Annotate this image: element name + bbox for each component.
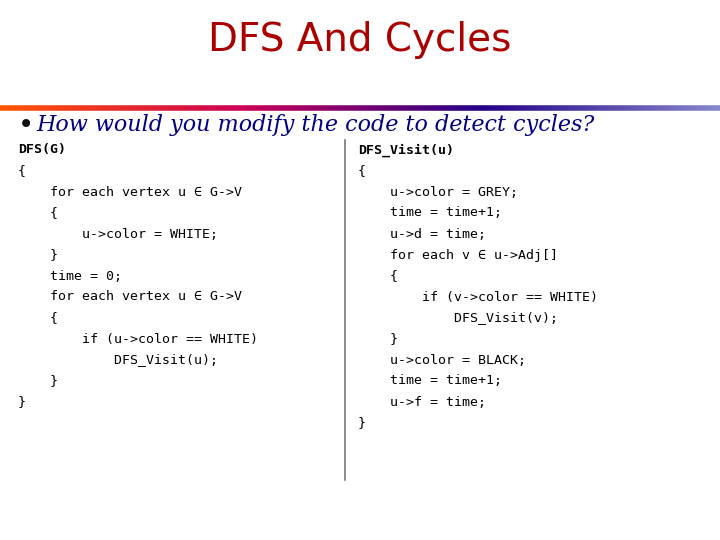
Text: }: } bbox=[18, 375, 58, 388]
Text: {: { bbox=[18, 312, 58, 325]
Text: u->f = time;: u->f = time; bbox=[358, 395, 486, 408]
Text: time = 0;: time = 0; bbox=[18, 269, 122, 282]
Text: DFS_Visit(u): DFS_Visit(u) bbox=[358, 143, 454, 157]
Text: time = time+1;: time = time+1; bbox=[358, 375, 502, 388]
Text: for each vertex u ∈ G->V: for each vertex u ∈ G->V bbox=[18, 291, 242, 303]
Text: {: { bbox=[358, 269, 398, 282]
Text: How would you modify the code to detect cycles?: How would you modify the code to detect … bbox=[36, 114, 594, 136]
Text: u->color = WHITE;: u->color = WHITE; bbox=[18, 227, 218, 240]
Text: }: } bbox=[358, 416, 366, 429]
Text: }: } bbox=[18, 248, 58, 261]
Text: for each vertex u ∈ G->V: for each vertex u ∈ G->V bbox=[18, 186, 242, 199]
Text: {: { bbox=[18, 206, 58, 219]
Text: DFS And Cycles: DFS And Cycles bbox=[208, 21, 512, 59]
Text: u->d = time;: u->d = time; bbox=[358, 227, 486, 240]
Text: •: • bbox=[18, 111, 35, 139]
Text: {: { bbox=[18, 165, 26, 178]
Text: {: { bbox=[358, 165, 366, 178]
Text: u->color = GREY;: u->color = GREY; bbox=[358, 186, 518, 199]
Text: for each v ∈ u->Adj[]: for each v ∈ u->Adj[] bbox=[358, 248, 558, 261]
Text: DFS(G): DFS(G) bbox=[18, 144, 66, 157]
Text: }: } bbox=[358, 333, 398, 346]
Text: time = time+1;: time = time+1; bbox=[358, 206, 502, 219]
Text: if (u->color == WHITE): if (u->color == WHITE) bbox=[18, 333, 258, 346]
Text: u->color = BLACK;: u->color = BLACK; bbox=[358, 354, 526, 367]
Text: if (v->color == WHITE): if (v->color == WHITE) bbox=[358, 291, 598, 303]
Text: DFS_Visit(v);: DFS_Visit(v); bbox=[358, 312, 558, 325]
Text: }: } bbox=[18, 395, 26, 408]
Text: DFS_Visit(u);: DFS_Visit(u); bbox=[18, 354, 218, 367]
